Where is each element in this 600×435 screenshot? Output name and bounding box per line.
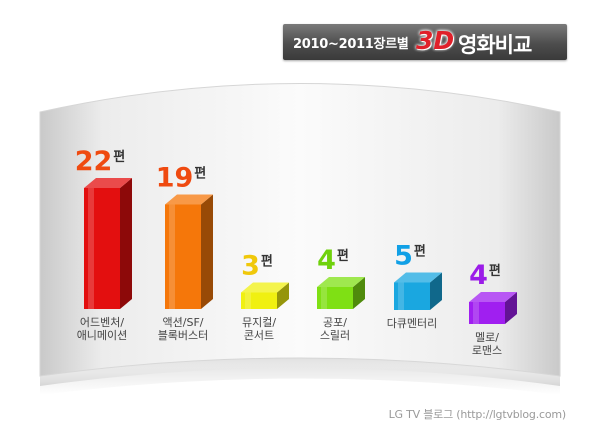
bar-front [241, 292, 277, 309]
category-label-line: 스릴러 [320, 329, 350, 342]
category-label: 멜로/로맨스 [472, 331, 502, 357]
credit-text: LG TV 블로그 (http://lgtvblog.com) [388, 408, 567, 421]
bar-value-label: 3편 [241, 251, 273, 282]
bar-highlight [398, 282, 404, 310]
category-label: 뮤지컬/콘서트 [242, 316, 276, 342]
title-banner: 2010~2011장르별 3D 영화비교 [283, 24, 567, 60]
category-label-line: 액션/SF/ [163, 316, 204, 329]
bar-highlight [245, 292, 251, 309]
title-prefix: 2010~2011장르별 [293, 37, 409, 52]
bar-value-unit: 편 [261, 254, 273, 270]
bar-value-label: 4편 [469, 260, 501, 291]
bar-top [394, 272, 442, 283]
bar-value-unit: 편 [337, 248, 349, 264]
bar-side [353, 277, 365, 309]
bar-side [201, 194, 213, 309]
category-label-line: 로맨스 [472, 344, 502, 357]
category-label-line: 콘서트 [244, 329, 274, 342]
bar-front [469, 302, 505, 324]
category-label-line: 애니메이션 [77, 329, 128, 342]
bar-front [317, 287, 353, 309]
bar-side [505, 292, 517, 324]
category-label-line: 블록버스터 [158, 329, 209, 342]
bar-front [165, 204, 201, 309]
bar-highlight [88, 188, 94, 309]
bar-top [165, 194, 213, 205]
bar-value-number: 5 [394, 241, 413, 272]
bar-top [469, 292, 517, 302]
bar-value-label: 5편 [394, 241, 426, 272]
bar-value-number: 4 [469, 260, 488, 291]
category-label: 공포/스릴러 [320, 316, 350, 342]
bar-front [84, 188, 120, 309]
category-label-line: 뮤지컬/ [242, 316, 276, 329]
category-label-line: 공포/ [323, 316, 347, 329]
bar-value-number: 3 [241, 251, 260, 282]
category-label-line: 어드벤처/ [80, 316, 124, 329]
bar-highlight [321, 287, 327, 309]
bar-value-unit: 편 [113, 149, 125, 165]
category-label: 액션/SF/블록버스터 [158, 316, 209, 342]
bar-value-unit: 편 [414, 244, 426, 260]
bar-side [277, 282, 289, 309]
bar-top [241, 282, 289, 293]
bar-value-label: 4편 [317, 245, 349, 276]
bar-value-number: 4 [317, 245, 336, 276]
bar-value-number: 22 [75, 146, 113, 177]
panel-bottom-edge [40, 358, 560, 386]
category-label: 어드벤처/애니메이션 [77, 316, 128, 342]
bar-value-unit: 편 [489, 263, 501, 279]
category-label-line: 다큐멘터리 [387, 317, 438, 330]
bar-front [394, 282, 430, 310]
category-label-line: 멜로/ [475, 331, 499, 344]
bar-value-unit: 편 [194, 166, 206, 182]
bar-highlight [169, 204, 175, 309]
category-label: 다큐멘터리 [387, 317, 438, 330]
title-3d-highlight: 3D [416, 26, 455, 55]
bar-top [84, 178, 132, 188]
bar-highlight [473, 302, 479, 324]
title-main: 영화비교 [458, 33, 532, 57]
bar-side [120, 178, 132, 309]
bars-layer: 22편어드벤처/애니메이션19편액션/SF/블록버스터3편뮤지컬/콘서트4편공포… [75, 146, 517, 357]
bar-side [430, 272, 442, 310]
bar-top [317, 277, 365, 287]
bar-value-label: 22편 [75, 146, 126, 177]
bar-value-number: 19 [156, 163, 194, 194]
bar-value-label: 19편 [156, 163, 207, 194]
